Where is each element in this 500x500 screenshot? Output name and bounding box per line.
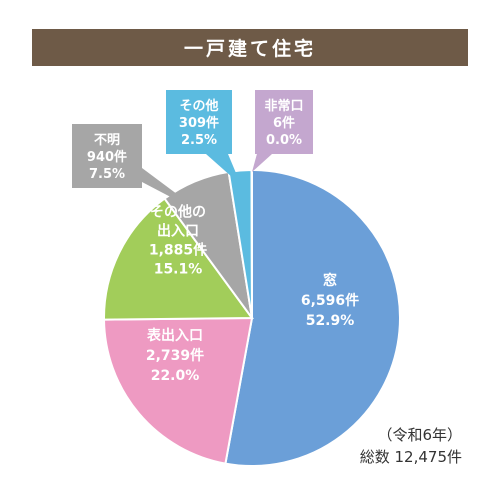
slice-6-callout-box	[255, 90, 313, 154]
slice-3-percent: 15.1%	[154, 262, 203, 278]
total-note: 総数 12,475件	[360, 446, 462, 468]
slice-5-label: その他	[179, 98, 218, 114]
slice-6-count: 6件	[273, 115, 295, 131]
slice-3-label: 出入口	[157, 223, 199, 240]
slice-5-callout-box	[166, 90, 232, 154]
era-note: （令和6年）	[377, 426, 462, 444]
slice-2-percent: 22.0%	[151, 368, 200, 384]
slice-4-label: 不明	[94, 133, 120, 148]
total-value: 12,475件	[394, 448, 463, 466]
slice-2-wedge	[102, 316, 254, 465]
slice-2-label: 表出入口	[146, 327, 203, 344]
chart-footnote: （令和6年） 総数 12,475件	[360, 424, 462, 468]
slice-5-callout-pointer	[206, 154, 241, 185]
slice-6-label: 非常口	[264, 98, 303, 114]
slice-3-count: 1,885件	[149, 242, 207, 259]
slice-1-wedge	[224, 168, 401, 467]
slice-1-count: 6,596件	[301, 292, 359, 309]
slice-4-callout-pointer	[142, 168, 205, 215]
slice-4-count: 940件	[87, 149, 127, 165]
slice-4-percent: 7.5%	[89, 167, 125, 182]
slice-2-count: 2,739件	[146, 347, 204, 364]
total-label: 総数	[359, 448, 390, 466]
slice-3-label: その他の	[150, 204, 206, 221]
slice-3-wedge	[103, 197, 254, 321]
slice-4-callout-box	[72, 124, 142, 188]
slice-6-callout-pointer	[252, 150, 272, 172]
pie-slices	[102, 168, 401, 467]
slice-6-percent: 0.0%	[266, 133, 302, 148]
callouts	[72, 90, 313, 215]
slice-5-count: 309件	[179, 115, 219, 131]
slice-1-label: 窓	[323, 272, 337, 289]
slice-1-percent: 52.9%	[306, 313, 355, 329]
slice-5-percent: 2.5%	[181, 133, 217, 148]
chart-title: 一戸建て住宅	[32, 29, 468, 66]
